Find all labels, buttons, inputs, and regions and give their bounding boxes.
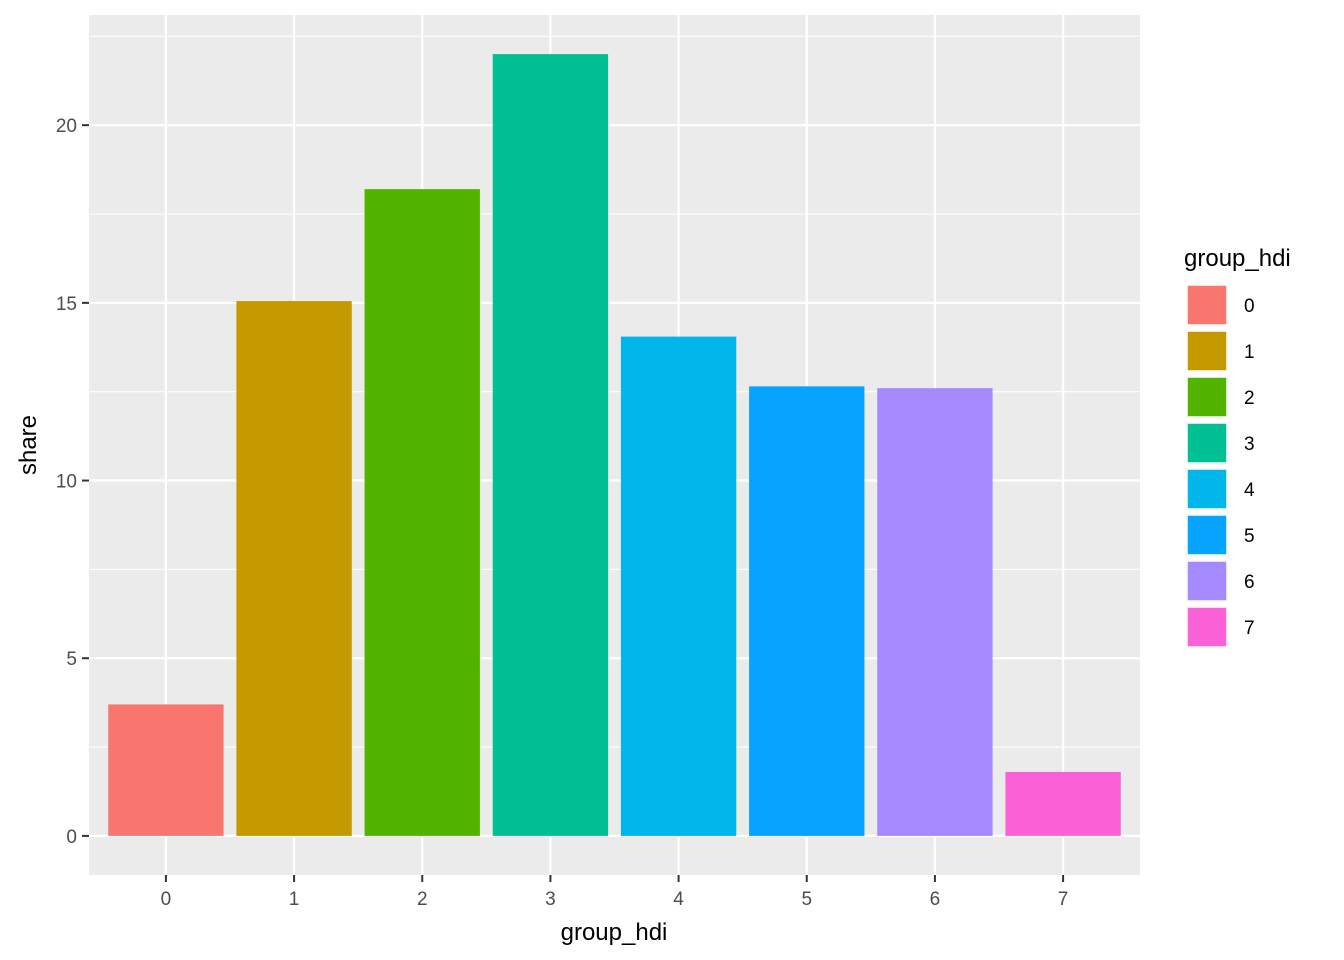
x-axis: 0 1 2 3 4 5 6 7 [161, 875, 1069, 910]
y-tick-label: 20 [56, 116, 77, 137]
y-tick-label: 0 [66, 827, 77, 848]
x-tick-label: 6 [930, 889, 941, 910]
legend-swatch [1186, 560, 1228, 602]
bar [364, 189, 480, 836]
bar [108, 704, 224, 836]
x-tick-label: 4 [673, 889, 684, 910]
x-tick-label: 5 [801, 889, 812, 910]
legend-swatch [1186, 284, 1228, 326]
legend: group_hdi 0 1 2 3 4 5 6 7 [1184, 245, 1291, 648]
legend-label: 0 [1244, 296, 1255, 317]
legend-swatch [1186, 606, 1228, 648]
x-tick-label: 2 [417, 889, 428, 910]
bar [236, 301, 352, 836]
legend-label: 2 [1244, 388, 1255, 409]
bar [1005, 771, 1121, 836]
y-tick-label: 15 [56, 294, 77, 315]
legend-swatch [1186, 514, 1228, 556]
legend-label: 4 [1244, 480, 1255, 501]
legend-label: 7 [1244, 618, 1255, 639]
x-tick-label: 3 [545, 889, 556, 910]
legend-title: group_hdi [1184, 245, 1291, 272]
legend-swatch [1186, 376, 1228, 418]
y-tick-label: 10 [56, 472, 77, 493]
legend-swatch [1186, 330, 1228, 372]
bar [877, 388, 993, 836]
legend-swatch [1186, 422, 1228, 464]
bars [108, 54, 1121, 836]
y-tick-label: 5 [66, 649, 77, 670]
x-tick-label: 1 [289, 889, 300, 910]
y-axis-title: share [15, 415, 42, 475]
legend-swatch [1186, 468, 1228, 510]
x-axis-title: group_hdi [561, 919, 668, 946]
legend-label: 3 [1244, 434, 1255, 455]
bar [620, 336, 737, 836]
x-tick-label: 0 [161, 889, 172, 910]
legend-label: 6 [1244, 572, 1255, 593]
bar [749, 386, 865, 836]
x-tick-label: 7 [1058, 889, 1069, 910]
bar [492, 54, 609, 836]
y-axis: 0 5 10 15 20 [56, 116, 89, 848]
legend-label: 1 [1244, 342, 1255, 363]
legend-label: 5 [1244, 526, 1255, 547]
